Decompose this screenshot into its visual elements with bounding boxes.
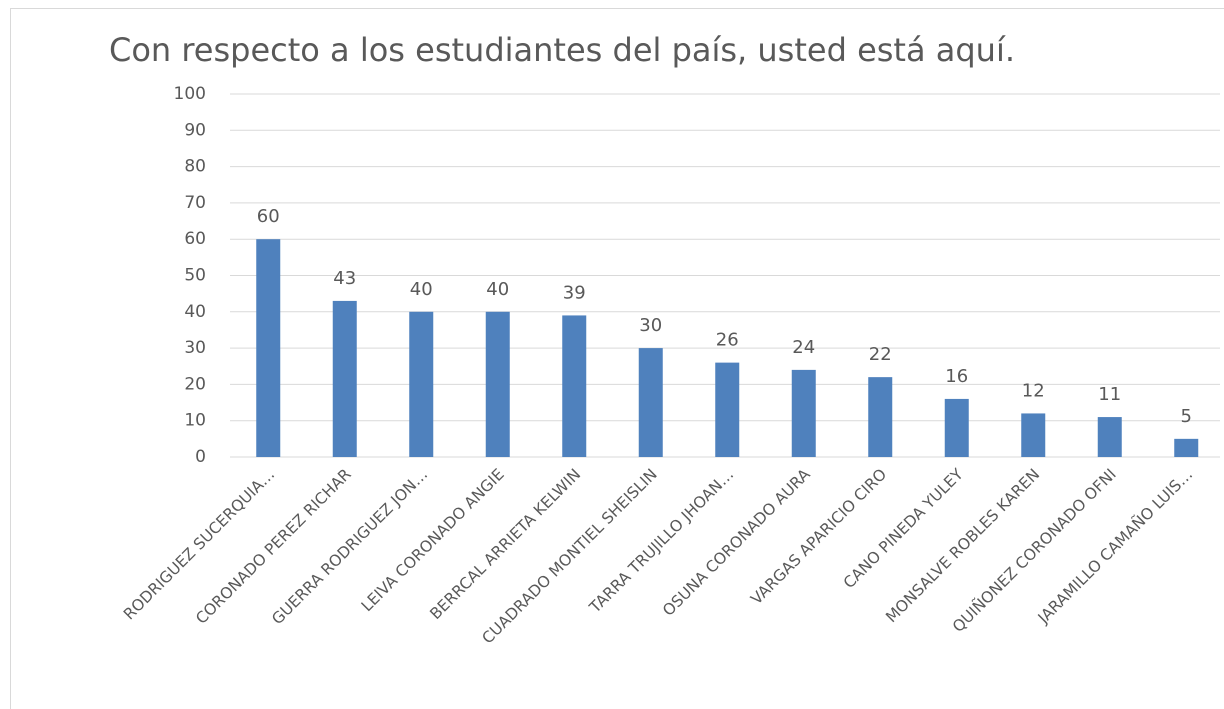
y-tick-label: 50: [184, 266, 206, 286]
data-label: 40: [486, 279, 509, 300]
bar: [256, 239, 281, 457]
bar: [562, 315, 587, 457]
y-tick-label: 10: [184, 411, 206, 431]
y-tick-label: 70: [184, 193, 206, 213]
chart-title: Con respecto a los estudiantes del país,…: [109, 31, 1015, 69]
data-label: 43: [333, 268, 356, 289]
data-label: 16: [945, 366, 968, 387]
data-label: 22: [869, 344, 892, 365]
bar: [332, 300, 357, 457]
bar: [409, 311, 434, 457]
data-label: 5: [1181, 406, 1192, 427]
data-label: 40: [410, 279, 433, 300]
data-label: 26: [716, 330, 739, 351]
data-label: 24: [792, 337, 815, 358]
data-label: 30: [639, 315, 662, 336]
y-tick-label: 90: [184, 120, 206, 140]
bar: [791, 369, 816, 457]
y-tick-label: 20: [184, 374, 206, 394]
bar: [1097, 417, 1122, 457]
data-label: 39: [563, 282, 586, 303]
y-tick-label: 60: [184, 229, 206, 249]
bar: [715, 362, 740, 457]
bar: [1021, 413, 1046, 457]
chart-border: [10, 8, 1224, 709]
bar: [868, 377, 893, 457]
data-label: 12: [1022, 380, 1045, 401]
bar: [485, 311, 510, 457]
y-tick-label: 40: [184, 302, 206, 322]
y-tick-label: 0: [195, 447, 206, 467]
data-label: 11: [1098, 384, 1121, 405]
y-tick-label: 100: [174, 84, 206, 104]
y-tick-label: 80: [184, 157, 206, 177]
bar: [1174, 438, 1199, 457]
data-label: 60: [257, 206, 280, 227]
y-tick-label: 30: [184, 338, 206, 358]
bar: [944, 398, 969, 457]
bar: [638, 348, 663, 457]
